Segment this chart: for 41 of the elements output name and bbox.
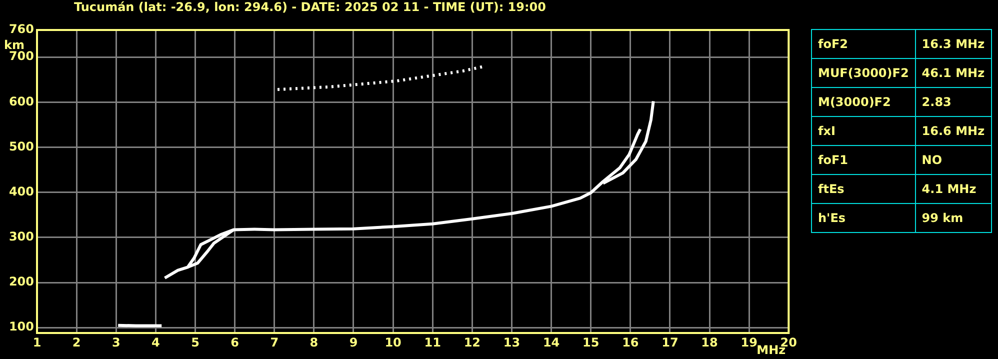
x-tick-label: 1 bbox=[32, 335, 42, 350]
text: MUF(3000)F2 bbox=[812, 58, 916, 88]
text: 99 km bbox=[915, 204, 992, 232]
text: h'Es bbox=[812, 204, 916, 232]
x-tick-label: 5 bbox=[191, 335, 200, 350]
text: fxI bbox=[812, 116, 916, 146]
text: ftEs bbox=[812, 174, 916, 204]
text: foF2 bbox=[812, 30, 916, 58]
x-tick-label: 15 bbox=[582, 335, 600, 350]
x-tick-label: 4 bbox=[152, 335, 160, 350]
text: M(3000)F2 bbox=[812, 88, 916, 116]
y-tick-label: 300 bbox=[8, 230, 34, 244]
x-tick-label: 2 bbox=[72, 335, 81, 350]
y-tick-label: 760 bbox=[8, 22, 34, 36]
x-tick-label: 9 bbox=[349, 335, 358, 350]
x-tick-label: 11 bbox=[424, 335, 441, 350]
y-tick-label: 100 bbox=[8, 320, 34, 334]
text: 46.1 MHz bbox=[915, 58, 992, 88]
x-tick-label: 18 bbox=[701, 335, 718, 350]
x-tick-label: 10 bbox=[384, 335, 402, 350]
x-tick-label: 17 bbox=[662, 335, 678, 350]
y-tick-label: 400 bbox=[8, 184, 34, 198]
x-tick-label: 19 bbox=[740, 335, 758, 350]
x-tick-label: 3 bbox=[112, 335, 120, 350]
text: foF1 bbox=[812, 146, 916, 174]
x-tick-label: 7 bbox=[270, 335, 279, 350]
chart-title: Tucumán (lat: -26.9, lon: 294.6) - DATE: 2025 02 11 - TIME (UT): 19:00 bbox=[74, 0, 546, 14]
text: 16.6 MHz bbox=[915, 116, 992, 146]
x-tick-label: 13 bbox=[503, 335, 520, 350]
x-tick-label: 6 bbox=[230, 335, 239, 350]
y-tick-label: 200 bbox=[8, 274, 34, 289]
x-tick-label: 8 bbox=[310, 335, 318, 350]
text: 4.1 MHz bbox=[915, 174, 992, 204]
y-tick-label: 600 bbox=[8, 94, 34, 108]
x-tick-label: 14 bbox=[542, 335, 560, 350]
x-tick-label: 16 bbox=[622, 335, 639, 350]
text: 16.3 MHz bbox=[915, 30, 992, 58]
y-tick-label: 500 bbox=[8, 139, 34, 154]
text: NO bbox=[915, 146, 992, 174]
text: 2.83 bbox=[915, 88, 992, 116]
x-tick-label: 12 bbox=[464, 335, 481, 350]
